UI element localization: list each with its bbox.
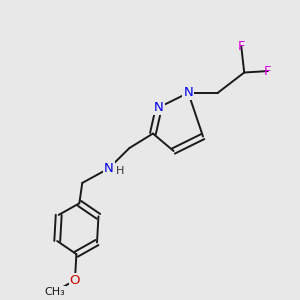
Text: O: O <box>70 274 80 287</box>
Text: F: F <box>264 64 272 78</box>
Text: H: H <box>116 166 125 176</box>
Text: CH₃: CH₃ <box>44 287 65 297</box>
Text: N: N <box>104 162 114 175</box>
Text: N: N <box>183 86 193 99</box>
Text: F: F <box>238 40 245 53</box>
Text: N: N <box>154 101 164 114</box>
